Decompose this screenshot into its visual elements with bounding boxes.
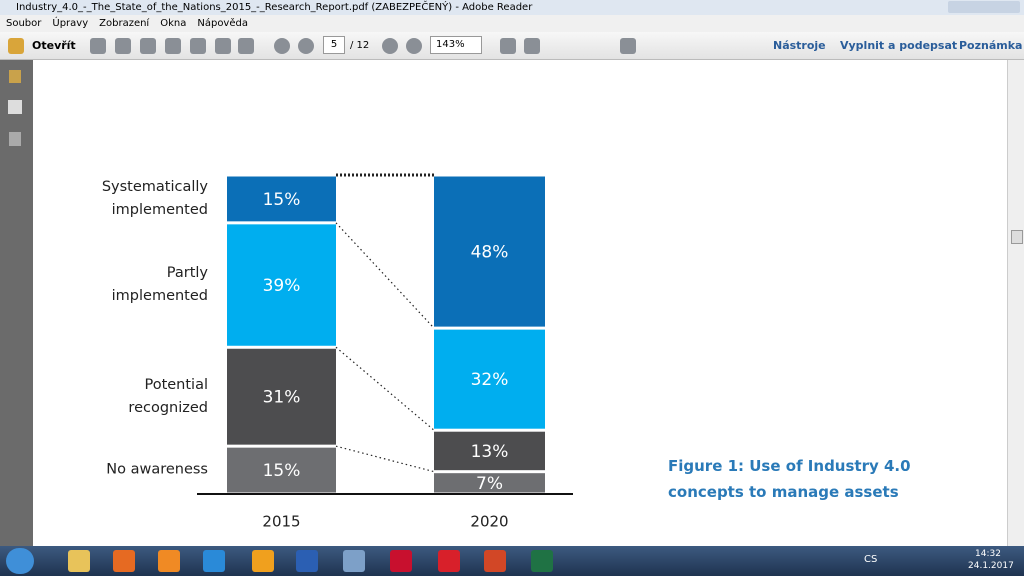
app-icon[interactable] [343,550,365,572]
series-label: Partly implemented [111,265,208,305]
tool-icon[interactable] [190,38,206,54]
language[interactable]: CS [864,554,878,565]
lock-icon[interactable] [9,70,21,83]
print-icon[interactable] [215,38,231,54]
app-icon[interactable] [484,550,506,572]
app-icon[interactable] [390,550,412,572]
zoom-in[interactable] [406,38,422,54]
tool-icon[interactable] [140,38,156,54]
app-icon[interactable] [203,550,225,572]
taskbar: CS 14:32 24.1.2017 [0,546,1024,576]
navigation-pane [0,60,33,546]
connector [335,445,435,473]
page-total: / 12 [350,40,370,51]
x-tick-label: 2015 [262,513,300,531]
start-button[interactable] [6,548,34,574]
app-icon[interactable] [531,550,553,572]
menu-item[interactable]: Zobrazení [99,18,150,29]
sign-panel[interactable]: Vyplnit a podepsat [840,39,958,52]
clock-date[interactable]: 24.1.2017 [968,561,1014,571]
zoom-out[interactable] [382,38,398,54]
tool-icon[interactable] [115,38,131,54]
scroll-thumb[interactable] [1011,230,1023,244]
tools-panel[interactable]: Nástroje [773,39,826,52]
attach-icon[interactable] [9,132,21,146]
open-icon[interactable] [8,38,24,54]
menu-item[interactable]: Úpravy [52,18,89,29]
bar-segment [434,329,545,429]
fit-page[interactable] [500,38,516,54]
bar-segment [227,176,336,222]
zoom-input[interactable]: 143% [430,36,482,54]
mail-icon[interactable] [238,38,254,54]
pages-icon[interactable] [8,100,22,114]
connector [335,222,435,329]
window-title: Industry_4.0_-_The_State_of_the_Nations_… [16,2,533,13]
value-label: 15% [263,190,301,210]
bar-segment [434,431,545,471]
value-label: 13% [471,442,509,462]
tool-icon[interactable] [165,38,181,54]
bar-segment [227,447,336,493]
value-label: 39% [263,276,301,296]
app-icon[interactable] [438,550,460,572]
value-label: 7% [476,474,503,494]
value-label: 31% [263,388,301,408]
app-icon[interactable] [158,550,180,572]
menu-bar: Soubor Úpravy Zobrazení Okna Nápověda [0,15,1024,32]
toolbar: Otevřít 5 / 12 143% Nástroje Vyplnit a p… [0,32,1024,60]
fit-width[interactable] [524,38,540,54]
page-input[interactable]: 5 [323,36,345,54]
menu-item[interactable]: Soubor [6,18,42,29]
title-bar: Industry_4.0_-_The_State_of_the_Nations_… [0,0,1024,15]
bar-segment [434,176,545,327]
value-label: 48% [471,243,509,263]
series-label: Potential recognized [128,376,208,416]
window-controls[interactable] [948,1,1020,13]
value-label: 15% [263,461,301,481]
prev-page[interactable] [274,38,290,54]
value-label: 32% [471,370,509,390]
menu-item[interactable]: Okna [160,18,187,29]
chart-title: Figure 1: Use of Industry 4.0 concepts t… [668,457,911,501]
series-label: Systematically implemented [101,178,208,218]
comment-panel[interactable]: Poznámka [959,39,1023,52]
app-icon[interactable] [68,550,90,572]
app-icon[interactable] [296,550,318,572]
open-button[interactable]: Otevřít [32,39,76,52]
menu-item[interactable]: Nápověda [197,18,248,29]
bar-segment [434,473,545,493]
bar-segment [227,348,336,445]
app-icon[interactable] [113,550,135,572]
chart: 15% 31% 39% 15% 2015 7% 13% 32% 48% 2020 [197,173,573,531]
bar-segment [227,224,336,346]
fullscreen[interactable] [620,38,636,54]
next-page[interactable] [298,38,314,54]
connector [335,346,435,431]
series-label: No awareness [106,461,208,478]
tool-icon[interactable] [90,38,106,54]
x-tick-label: 2020 [470,513,508,531]
scrollbar[interactable] [1007,60,1024,546]
app-icon[interactable] [252,550,274,572]
clock-time[interactable]: 14:32 [975,549,1001,559]
